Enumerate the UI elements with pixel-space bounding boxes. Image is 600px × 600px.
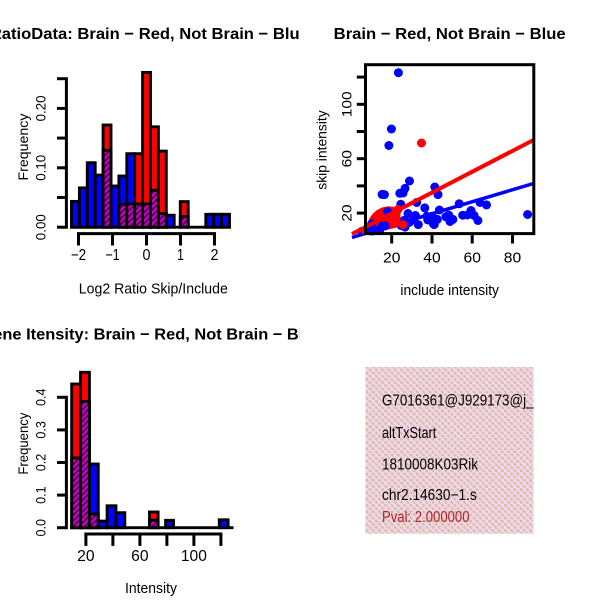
svg-text:Frequency: Frequency <box>16 113 31 180</box>
svg-text:0.00: 0.00 <box>34 214 49 240</box>
svg-text:0.4: 0.4 <box>34 388 49 406</box>
svg-text:100: 100 <box>181 548 207 565</box>
svg-text:−2: −2 <box>71 247 86 264</box>
svg-text:Brain − Red, Not Brain − Blue: Brain − Red, Not Brain − Blue <box>334 26 566 43</box>
svg-text:20: 20 <box>77 548 95 565</box>
svg-text:altTxStart: altTxStart <box>382 425 437 442</box>
svg-text:0.1: 0.1 <box>34 486 49 504</box>
svg-text:RatioData: Brain − Red, Not Br: RatioData: Brain − Red, Not Brain − Blue <box>0 26 309 43</box>
svg-text:G7016361@J929173@j_: G7016361@J929173@j_ <box>382 393 534 410</box>
svg-text:0.0: 0.0 <box>34 519 49 537</box>
svg-text:−1: −1 <box>105 247 120 264</box>
svg-text:Pval: 2.000000: Pval: 2.000000 <box>382 509 470 526</box>
svg-text:0.10: 0.10 <box>34 155 49 181</box>
svg-text:1810008K03Rik: 1810008K03Rik <box>382 457 478 474</box>
svg-text:80: 80 <box>504 250 521 267</box>
svg-text:20: 20 <box>383 250 400 267</box>
svg-text:Gene Itensity: Brain − Red, No: Gene Itensity: Brain − Red, Not Brain − … <box>0 327 323 344</box>
svg-text:Intensity: Intensity <box>125 580 177 597</box>
svg-text:60: 60 <box>464 250 481 267</box>
svg-text:1: 1 <box>177 247 184 264</box>
svg-text:0: 0 <box>143 247 151 264</box>
svg-text:Log2 Ratio Skip/Include: Log2 Ratio Skip/Include <box>79 281 228 298</box>
svg-text:0.2: 0.2 <box>34 454 49 472</box>
svg-text:include intensity: include intensity <box>400 282 499 299</box>
svg-text:0.20: 0.20 <box>34 95 49 121</box>
svg-text:0.3: 0.3 <box>34 421 49 439</box>
svg-text:2: 2 <box>211 247 219 264</box>
svg-text:20: 20 <box>340 204 355 221</box>
svg-text:40: 40 <box>423 250 440 267</box>
svg-text:100: 100 <box>340 91 355 117</box>
svg-text:skip intensity: skip intensity <box>315 110 330 190</box>
svg-text:60: 60 <box>340 150 355 167</box>
svg-text:Frequency: Frequency <box>16 412 31 474</box>
svg-text:60: 60 <box>131 548 149 565</box>
svg-text:chr2.14630−1.s: chr2.14630−1.s <box>382 487 477 504</box>
